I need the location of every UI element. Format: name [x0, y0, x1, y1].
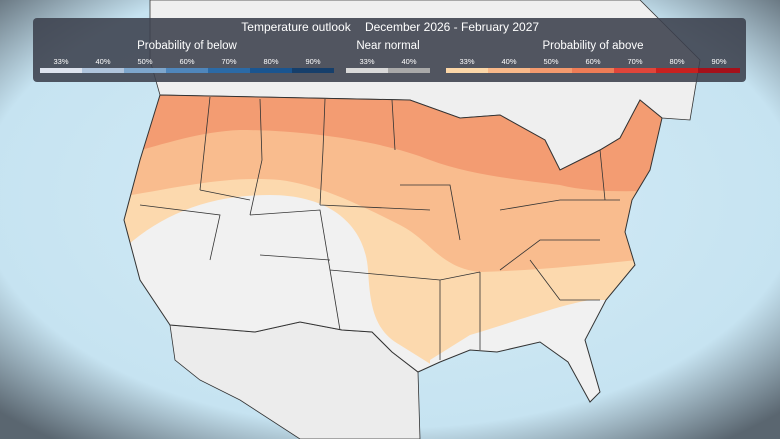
legend-group-title: Near normal [356, 40, 419, 52]
legend-swatch [208, 68, 250, 73]
legend-swatch [166, 68, 208, 73]
legend-swatch [446, 68, 488, 73]
legend-swatch [250, 68, 292, 73]
legend-label: 40% [95, 57, 110, 66]
legend-swatch [346, 68, 388, 73]
legend: Probability of below 33% 40% 50% 60% 70% 80% 90… [40, 40, 740, 73]
legend-swatch [82, 68, 124, 73]
legend-swatch [572, 68, 614, 73]
state-lines [139, 96, 620, 360]
legend-swatch [124, 68, 166, 73]
legend-swatch [530, 68, 572, 73]
legend-label: 40% [401, 57, 416, 66]
legend-swatch [614, 68, 656, 73]
legend-label: 50% [543, 57, 558, 66]
legend-panel [33, 18, 746, 82]
legend-label: 70% [221, 57, 236, 66]
legend-label: 33% [359, 57, 374, 66]
legend-label: 70% [627, 57, 642, 66]
legend-label: 33% [53, 57, 68, 66]
legend-label: 50% [137, 57, 152, 66]
legend-label: 60% [179, 57, 194, 66]
legend-label: 33% [459, 57, 474, 66]
legend-label: 90% [711, 57, 726, 66]
legend-group-title: Probability of below [137, 40, 237, 52]
title: Temperature outlook [241, 20, 351, 34]
legend-swatch [488, 68, 530, 73]
legend-swatch [40, 68, 82, 73]
legend-label: 90% [305, 57, 320, 66]
legend-label: 80% [263, 57, 278, 66]
period: December 2026 - February 2027 [365, 20, 539, 34]
legend-swatch [656, 68, 698, 73]
legend-label: 80% [669, 57, 684, 66]
legend-swatch [388, 68, 430, 73]
legend-swatch [292, 68, 334, 73]
legend-group-title: Probability of above [542, 40, 643, 52]
legend-label: 60% [585, 57, 600, 66]
legend-swatch [698, 68, 740, 73]
legend-label: 40% [501, 57, 516, 66]
